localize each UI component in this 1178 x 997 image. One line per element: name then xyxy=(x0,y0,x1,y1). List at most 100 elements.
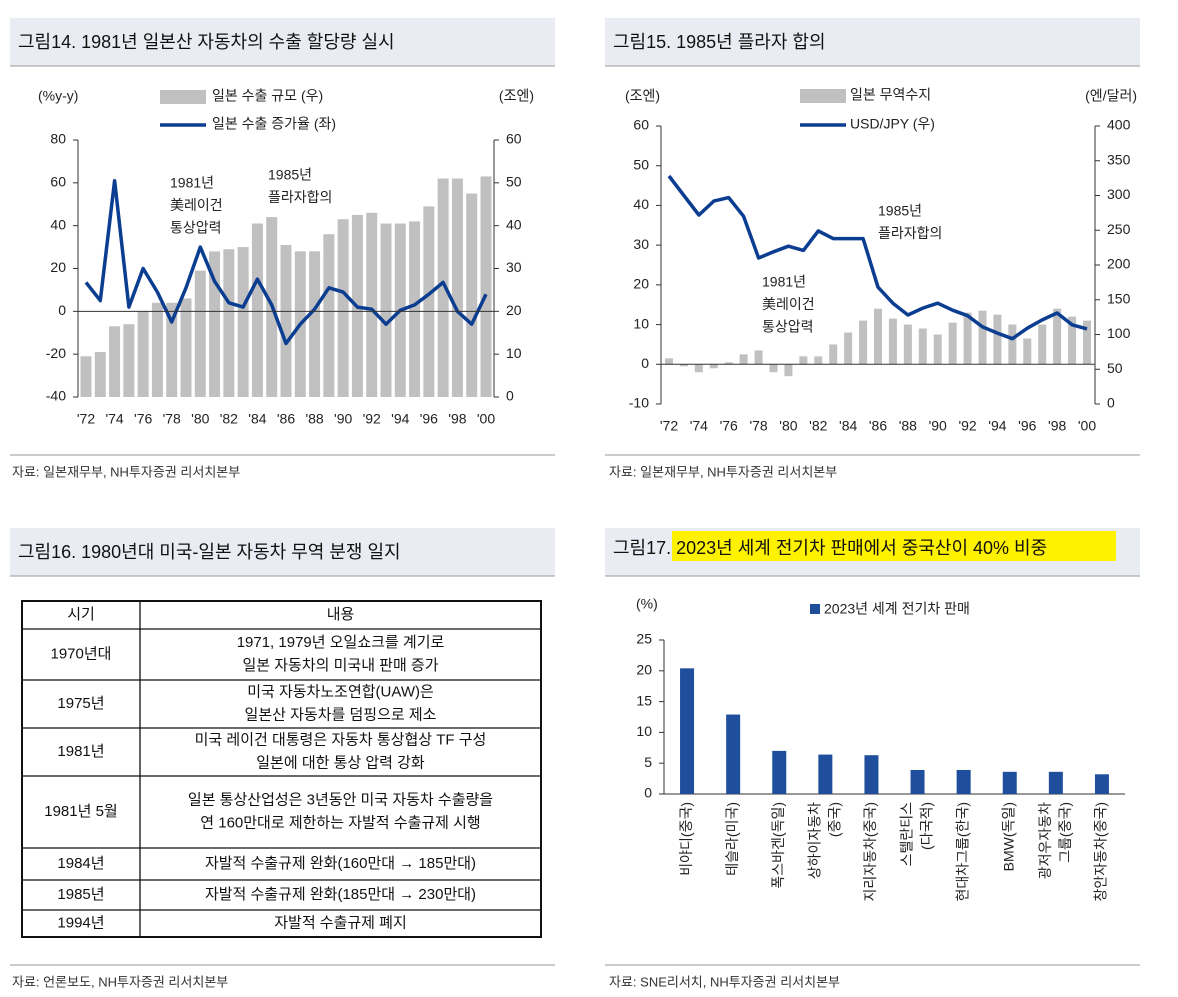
bar xyxy=(799,356,808,365)
x-tick-label: '88 xyxy=(899,418,917,434)
y-tick-label: 350 xyxy=(1107,151,1131,167)
annotation: 통상압력 xyxy=(762,319,814,335)
chart-title: 그림15. 1985년 플라자 합의 xyxy=(613,32,826,52)
legend-label: 일본 수출 규모 (우) xyxy=(212,88,323,104)
table-cell: 미국 레이건 대통령은 자동차 통상협상 TF 구성 xyxy=(195,731,487,748)
table-cell: 일본 통상산업성은 3년동안 미국 자동차 수출량을 xyxy=(188,791,493,808)
bar xyxy=(337,219,349,397)
x-tick-label: '84 xyxy=(248,411,266,427)
line xyxy=(84,178,488,346)
bar xyxy=(423,206,435,397)
table-cell: 1970년대 xyxy=(51,645,112,662)
x-tick-label: '72 xyxy=(660,418,678,434)
table-cell: 일본에 대한 통상 압력 강화 xyxy=(256,754,425,771)
bar xyxy=(963,312,972,365)
table-cell: 1985년 xyxy=(57,886,104,903)
x-tick-label: '92 xyxy=(958,418,976,434)
annotation: 통상압력 xyxy=(170,220,222,236)
bar xyxy=(754,350,763,365)
bar xyxy=(724,362,733,365)
table-cell: 미국 자동차노조연합(UAW)은 xyxy=(247,683,434,700)
bar xyxy=(1053,308,1062,365)
x-tick-label: 지리자동차(중국) xyxy=(862,802,878,901)
x-tick-label: '96 xyxy=(420,411,438,427)
y-tick-label: 0 xyxy=(58,302,66,318)
bar xyxy=(209,251,221,397)
bar xyxy=(380,223,392,397)
bar xyxy=(864,755,879,794)
y-tick-label: 0 xyxy=(644,785,652,801)
y-tick-label: 250 xyxy=(1107,221,1131,237)
x-tick-label: '90 xyxy=(334,411,352,427)
bar xyxy=(237,247,249,397)
line xyxy=(667,174,1088,341)
y-tick-label: 30 xyxy=(633,236,649,252)
x-tick-label: '78 xyxy=(163,411,181,427)
source: 자료: 일본재무부, NH투자증권 리서치본부 xyxy=(12,464,240,479)
y-tick-label: 10 xyxy=(506,345,522,361)
x-tick-label: '80 xyxy=(779,418,797,434)
bar xyxy=(180,298,192,397)
bar xyxy=(844,332,853,365)
y-tick-label: 40 xyxy=(50,216,66,232)
annotation: 1985년 xyxy=(268,167,312,183)
bar xyxy=(280,244,292,397)
axis-label: (%) xyxy=(636,596,658,612)
y-tick-label: 80 xyxy=(50,131,66,147)
bar xyxy=(1002,771,1017,794)
legend-swatch xyxy=(800,89,846,103)
legend-swatch xyxy=(810,604,820,614)
bar xyxy=(466,193,478,397)
y-tick-label: 60 xyxy=(50,174,66,190)
bar xyxy=(910,769,925,794)
bar xyxy=(680,668,695,794)
x-tick-label: '72 xyxy=(77,411,95,427)
bar xyxy=(818,754,833,794)
x-tick-label: 테슬라(미국) xyxy=(724,802,740,876)
table-title: 그림16. 1980년대 미국-일본 자동차 무역 분쟁 일지 xyxy=(18,542,401,562)
bar xyxy=(223,249,235,397)
bar xyxy=(251,223,263,397)
x-tick-label: '92 xyxy=(363,411,381,427)
x-tick-label: '76 xyxy=(720,418,738,434)
y-tick-label: 200 xyxy=(1107,256,1131,272)
bar xyxy=(859,320,868,365)
x-tick-label: '74 xyxy=(690,418,708,434)
title-band xyxy=(605,18,1140,66)
source: 자료: SNE리서치, NH투자증권 리서치본부 xyxy=(609,974,840,989)
annotation: 1981년 xyxy=(170,175,214,191)
y-tick-label: 50 xyxy=(506,174,522,190)
x-tick-label: 스텔란티스 (다국적) xyxy=(898,802,934,867)
table-cell: 연 160만대로 제한하는 자발적 수출규제 시행 xyxy=(200,814,480,831)
x-tick-label: '74 xyxy=(105,411,123,427)
y-tick-label: 0 xyxy=(506,388,514,404)
axis-label: (조엔) xyxy=(625,88,660,104)
bar xyxy=(166,302,178,397)
chart-title: 그림17. 2023년 세계 전기차 판매에서 중국산이 40% 비중 xyxy=(613,538,1047,558)
bar xyxy=(151,302,163,397)
y-tick-label: 0 xyxy=(1107,395,1115,411)
bar xyxy=(772,750,787,794)
bar xyxy=(784,364,793,377)
title-band xyxy=(10,18,555,66)
chart-title: 그림14. 1981년 일본산 자동차의 수출 할당량 실시 xyxy=(18,32,395,52)
x-tick-label: '86 xyxy=(277,411,295,427)
y-tick-label: 40 xyxy=(506,216,522,232)
annotation: 美레이건 xyxy=(762,296,815,312)
x-tick-label: '86 xyxy=(869,418,887,434)
x-tick-label: '98 xyxy=(1048,418,1066,434)
x-tick-label: '98 xyxy=(448,411,466,427)
x-tick-label: '80 xyxy=(191,411,209,427)
x-tick-label: '96 xyxy=(1018,418,1036,434)
bar xyxy=(978,310,987,365)
y-tick-label: 0 xyxy=(641,355,649,371)
y-tick-label: 300 xyxy=(1107,186,1131,202)
table-cell: 일본 자동차의 미국내 판매 증가 xyxy=(242,657,438,674)
bar xyxy=(409,221,421,397)
y-tick-label: 60 xyxy=(633,117,649,133)
bar xyxy=(694,364,703,373)
bar xyxy=(739,354,748,365)
table-cell: 1994년 xyxy=(57,914,104,931)
x-tick-label: '90 xyxy=(929,418,947,434)
